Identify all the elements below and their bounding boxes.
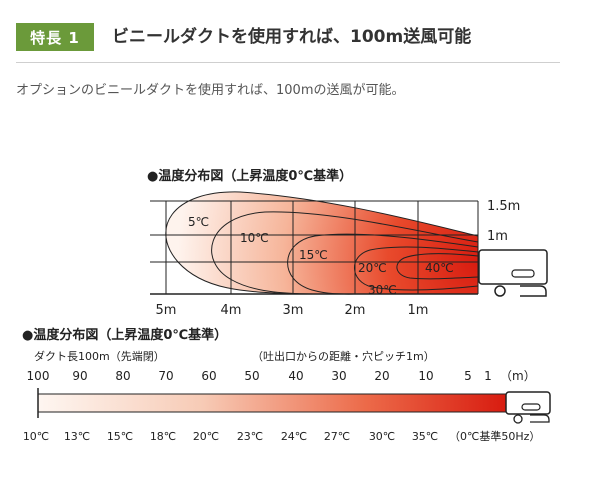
duct-temp-label: 18℃ [150,430,176,443]
title-divider [16,62,560,63]
duct-temp-label: 13℃ [64,430,90,443]
duct-distance-label: 20 [374,369,389,383]
contour-label-40: 40℃ [425,261,454,275]
contour-label-15: 15℃ [299,248,328,262]
duct-distance-label: 1 [484,369,492,383]
duct-distance-label: 10 [418,369,433,383]
duct-distance-label: 5 [464,369,472,383]
distance-label: 5m [156,303,177,318]
distance-label: 4m [221,303,242,318]
diagram1-plot [150,191,479,295]
duct-distance-label: 40 [288,369,303,383]
contour-line [211,211,479,295]
duct-distance-unit: （m） [500,369,536,383]
diagram2-heading: ●温度分布図（上昇温度0℃基準） [22,327,227,343]
duct-temp-label: 10℃ [23,430,49,443]
distance-label: 1m [408,303,429,318]
duct-distance-label: 90 [72,369,87,383]
contour-line [287,233,479,295]
distance-note: （吐出口からの距離・穴ピッチ1m） [252,349,435,363]
duct-temp-note: （0℃基準50Hz） [449,429,540,443]
intro-text: オプションのビニールダクトを使用すれば、100mの送風が可能。 [16,83,405,98]
contour-line [354,246,479,291]
duct-distance-label: 50 [244,369,259,383]
contour-label-30: 30℃ [368,283,397,297]
duct-temp-label: 35℃ [412,430,438,443]
distance-label: 3m [283,303,304,318]
duct-note: ダクト長100m（先端閉） [34,349,165,363]
duct-temp-label: 15℃ [107,430,133,443]
duct-temp-label: 20℃ [193,430,219,443]
heater-icon [478,249,548,297]
contour-line [165,191,479,295]
duct-gradient-bar [37,388,507,418]
duct-temp-label: 24℃ [281,430,307,443]
feature-badge: 特長 1 [16,23,94,51]
height-label: 1m [487,229,508,244]
duct-distance-label: 30 [331,369,346,383]
heater-icon [505,391,551,424]
duct-distance-label: 80 [115,369,130,383]
duct-distance-label: 70 [158,369,173,383]
duct-distance-label: 100 [27,369,50,383]
contour-label-10: 10℃ [240,231,269,245]
duct-temp-label: 27℃ [324,430,350,443]
duct-distance-label: 60 [201,369,216,383]
duct-temp-label: 23℃ [237,430,263,443]
height-label: 1.5m [487,199,520,214]
feature-title: ビニールダクトを使用すれば、100m送風可能 [112,27,472,47]
duct-temp-label: 30℃ [369,430,395,443]
contour-label-5: 5℃ [188,215,209,229]
contour-label-20: 20℃ [358,261,387,275]
distance-label: 2m [345,303,366,318]
diagram1-heading: ●温度分布図（上昇温度0℃基準） [147,168,352,184]
contour-line [396,253,479,280]
